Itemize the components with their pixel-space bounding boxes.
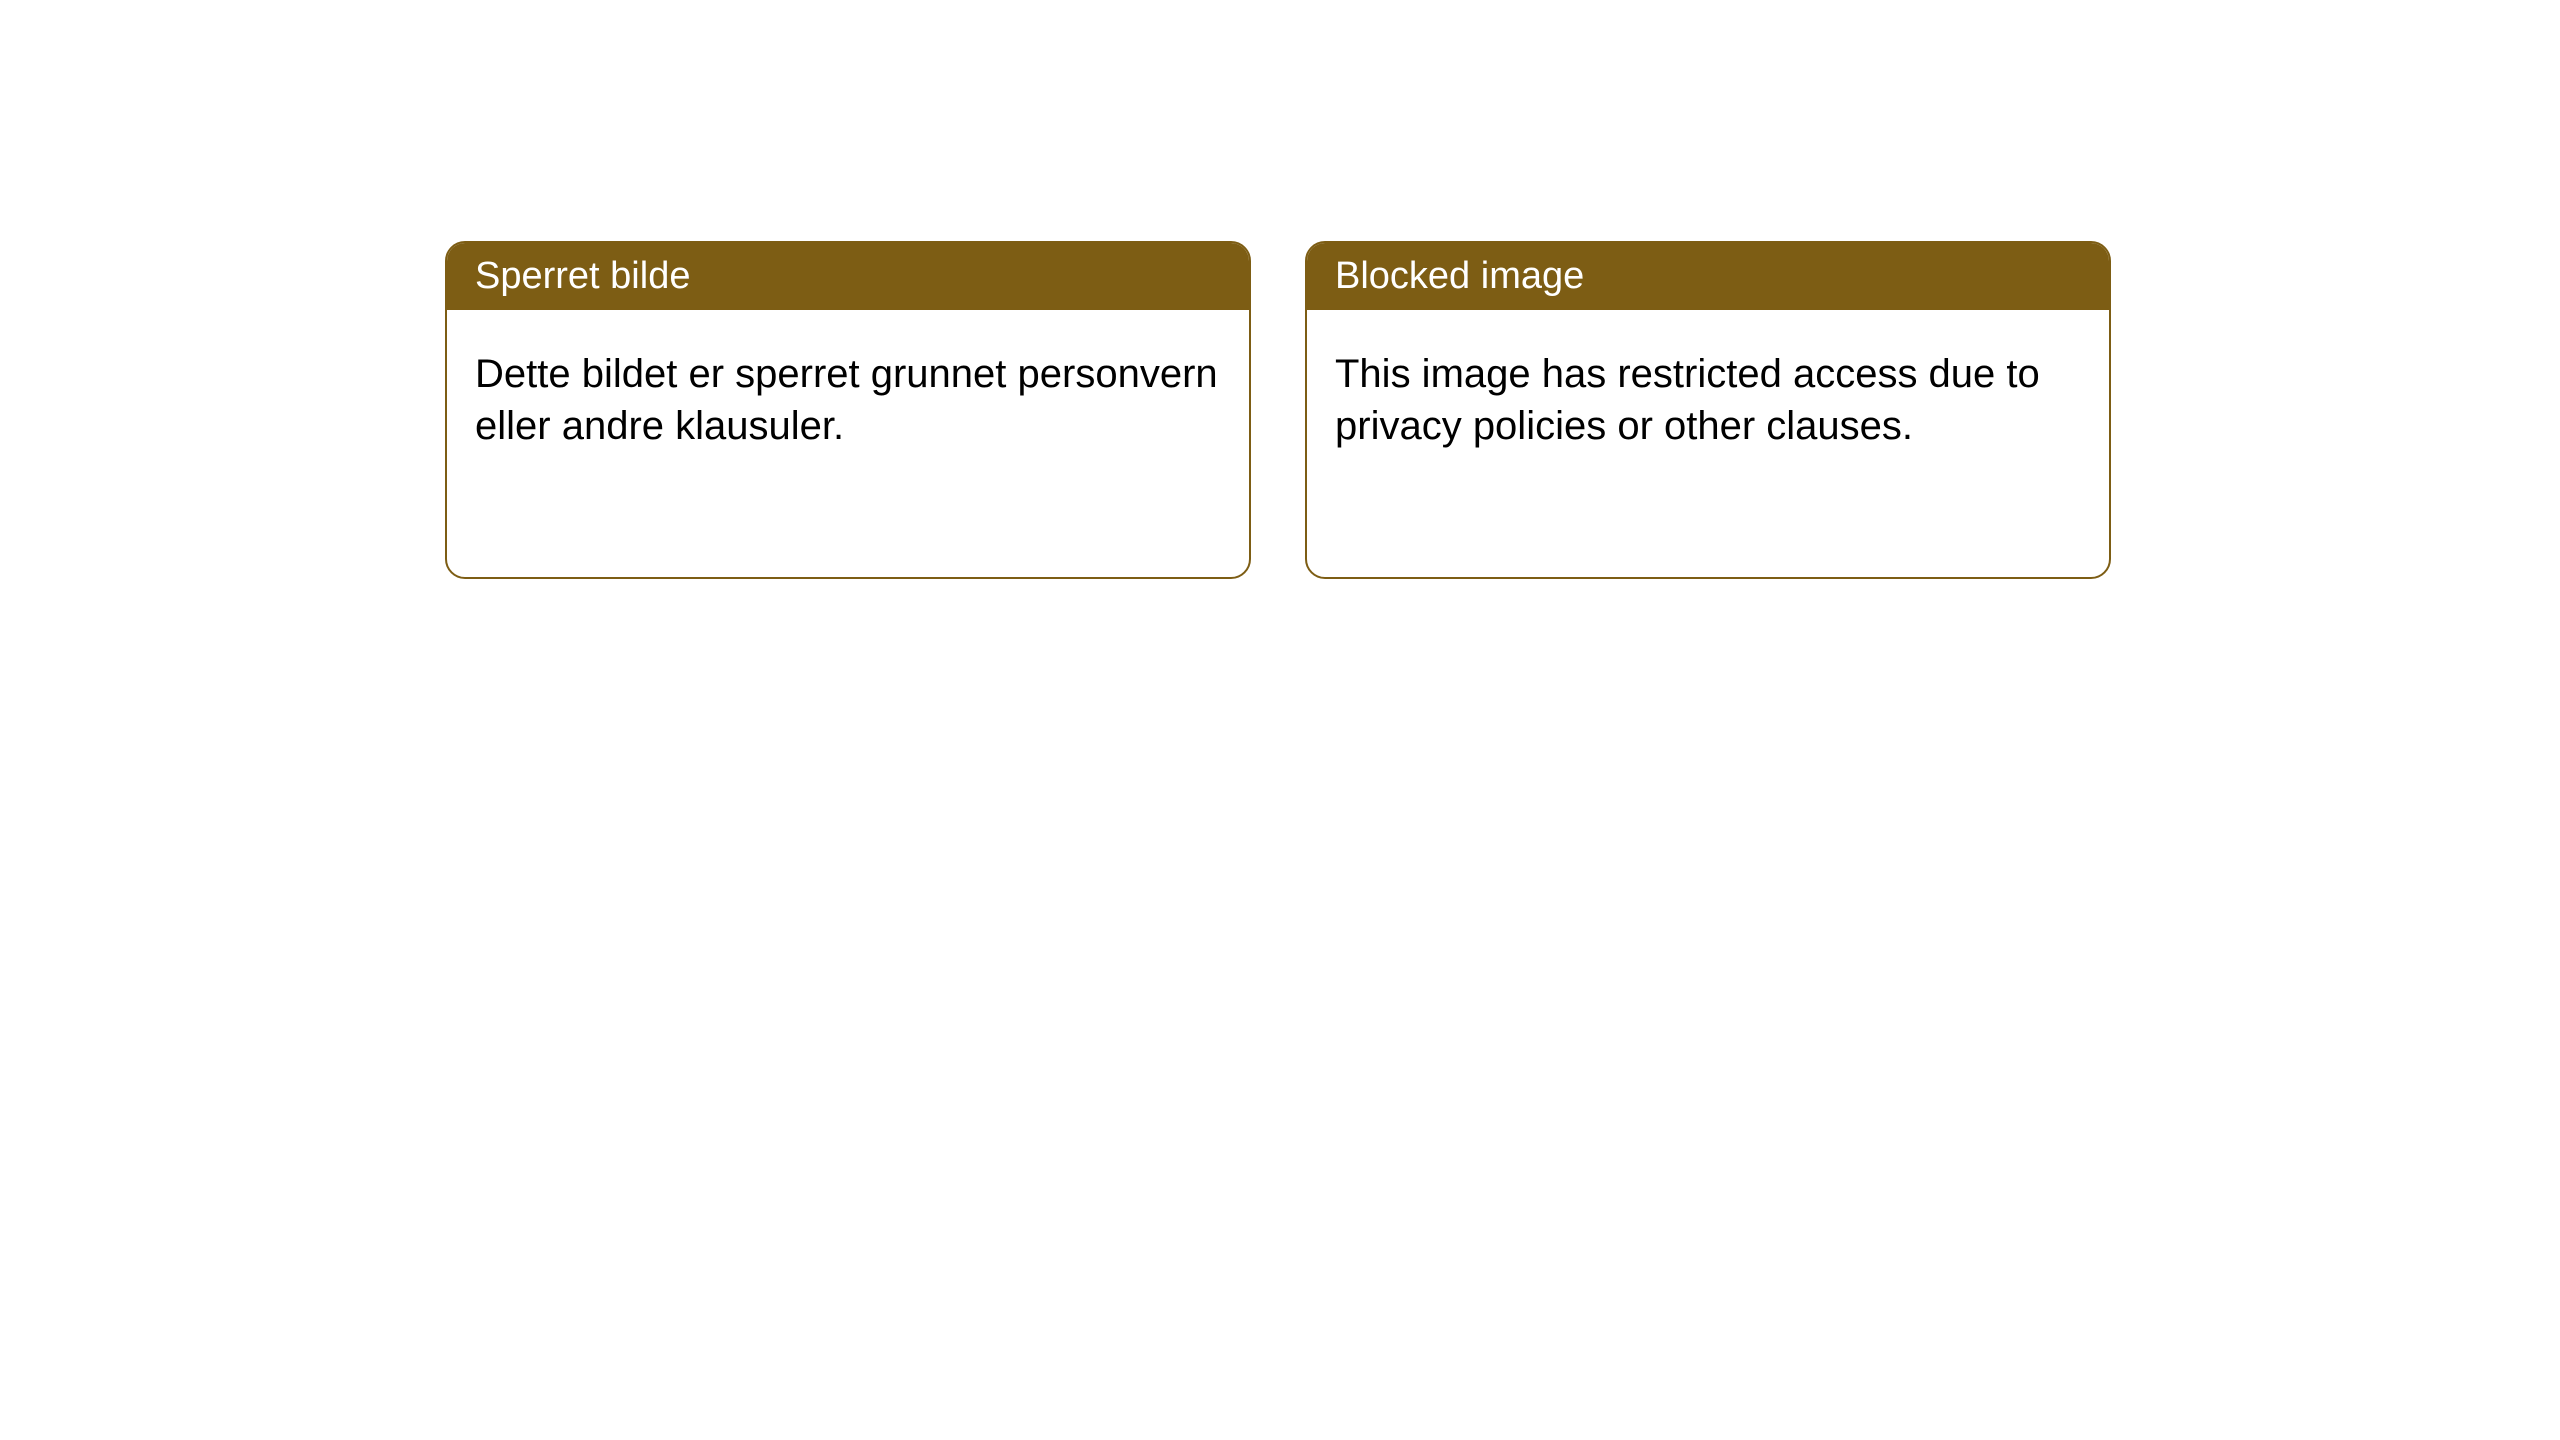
- notice-card-english: Blocked image This image has restricted …: [1305, 241, 2111, 579]
- notice-card-text: Dette bildet er sperret grunnet personve…: [475, 352, 1218, 448]
- notice-card-body: Dette bildet er sperret grunnet personve…: [447, 310, 1249, 490]
- notice-cards-row: Sperret bilde Dette bildet er sperret gr…: [445, 241, 2111, 579]
- notice-card-header: Sperret bilde: [447, 243, 1249, 310]
- notice-card-body: This image has restricted access due to …: [1307, 310, 2109, 490]
- notice-card-header: Blocked image: [1307, 243, 2109, 310]
- notice-card-title: Blocked image: [1335, 255, 1584, 297]
- notice-card-title: Sperret bilde: [475, 255, 690, 297]
- notice-card-text: This image has restricted access due to …: [1335, 352, 2040, 448]
- notice-card-norwegian: Sperret bilde Dette bildet er sperret gr…: [445, 241, 1251, 579]
